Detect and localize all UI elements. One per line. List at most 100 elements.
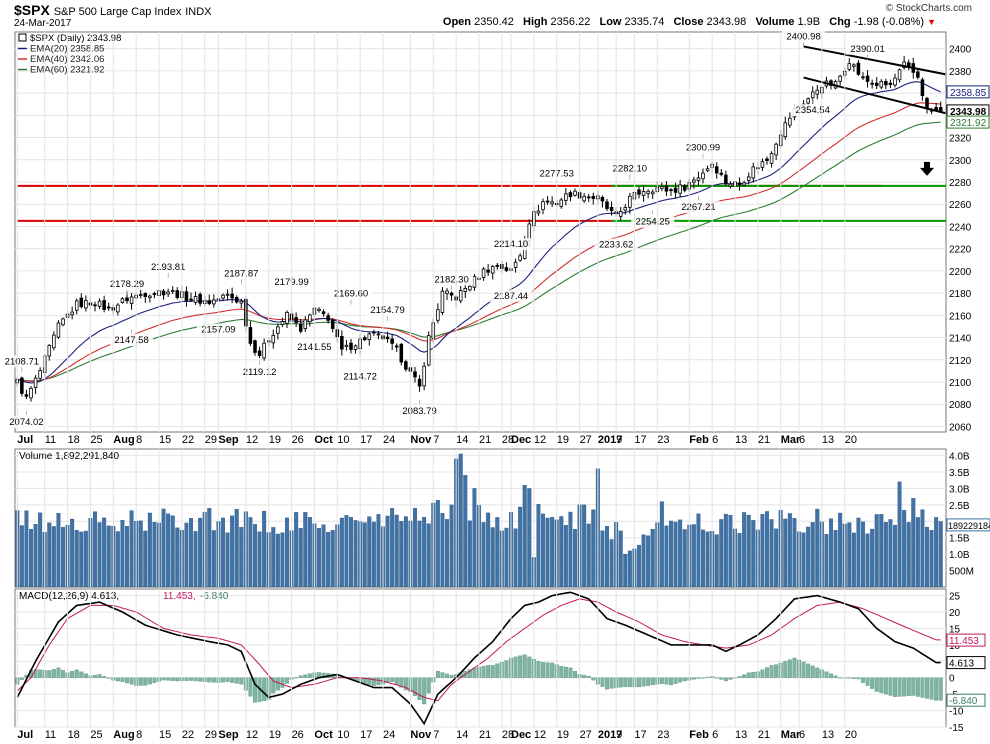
x-tick-label: 9 xyxy=(616,434,622,446)
volume-bar xyxy=(285,517,289,588)
volume-bar xyxy=(24,510,29,588)
histogram-bar xyxy=(61,670,65,678)
x-tick-label: 24 xyxy=(383,434,395,446)
price-label-bg xyxy=(676,201,721,214)
volume-bar xyxy=(746,514,751,588)
histogram-bar xyxy=(294,677,299,679)
price-label: 2282.10 xyxy=(613,164,647,175)
volume-bar xyxy=(669,520,673,588)
volume-bar xyxy=(125,526,129,588)
x-tick-label: 17 xyxy=(360,434,372,446)
histogram-bar xyxy=(682,677,687,682)
candle-body xyxy=(225,293,230,296)
histogram-bar xyxy=(120,677,125,682)
x-tick-label: 22 xyxy=(182,729,194,741)
volume-bar xyxy=(33,524,38,588)
histogram-bar xyxy=(248,677,253,697)
volume-bar xyxy=(883,522,888,588)
candle-body xyxy=(271,334,276,344)
volume-bar xyxy=(929,530,934,588)
close-value: 2343.98 xyxy=(706,16,747,28)
histogram-bar xyxy=(714,677,719,679)
volume-bar xyxy=(253,524,257,588)
y-tick-label: 20 xyxy=(949,608,961,619)
histogram-bar xyxy=(513,656,518,678)
volume-bar xyxy=(851,532,856,588)
volume-bar xyxy=(239,527,244,588)
histogram-bar xyxy=(701,677,705,679)
price-label: 2169.60 xyxy=(334,289,368,300)
candle-body xyxy=(29,387,33,399)
histogram-bar xyxy=(705,676,710,678)
candle-body xyxy=(349,342,353,350)
candle-body xyxy=(486,269,490,273)
histogram-bar xyxy=(298,675,303,678)
candle-body xyxy=(518,255,522,261)
volume-bar xyxy=(349,517,353,588)
candle-body xyxy=(673,187,678,193)
candle-body xyxy=(815,89,820,95)
volume-bar xyxy=(765,511,769,588)
y-tick-label: 1.5B xyxy=(949,534,970,545)
x-tick-label: 23 xyxy=(657,434,669,446)
legend-swatch xyxy=(18,33,27,42)
volume-bar xyxy=(870,528,875,588)
histogram-bar xyxy=(865,677,870,686)
histogram-bar xyxy=(70,671,75,678)
volume-bar xyxy=(673,521,678,588)
candle-body xyxy=(257,350,262,357)
histogram-bar xyxy=(152,677,157,683)
price-label: 2390.01 xyxy=(850,44,884,55)
volume-bar xyxy=(874,514,879,588)
histogram-bar xyxy=(403,677,408,691)
candle-body xyxy=(591,195,596,199)
x-tick-label: 20 xyxy=(845,434,857,446)
volume-bar xyxy=(449,504,454,588)
price-label-bg xyxy=(219,267,263,280)
histogram-bar xyxy=(568,667,573,678)
volume-bar xyxy=(445,519,449,588)
histogram-bar xyxy=(285,677,289,684)
volume-bar xyxy=(175,527,180,588)
volume-bar xyxy=(353,520,358,588)
histogram-bar xyxy=(623,677,628,688)
candle-body xyxy=(637,189,641,195)
volume-bar xyxy=(79,531,84,588)
x-tick-label: 17 xyxy=(634,729,646,741)
x-tick-label: Jul xyxy=(17,434,33,446)
volume-bar xyxy=(339,517,344,588)
volume-bar xyxy=(166,513,171,588)
candle-body xyxy=(298,323,303,332)
volume-bar xyxy=(317,528,321,588)
candle-body xyxy=(605,201,609,209)
x-tick-label: 9 xyxy=(616,729,622,741)
candle-body xyxy=(714,166,719,174)
histogram-bar xyxy=(806,663,811,678)
volume-bar xyxy=(248,517,253,588)
volume-bar xyxy=(120,519,125,588)
histogram-bar xyxy=(792,657,797,678)
candle-body xyxy=(751,166,756,179)
candle-body xyxy=(303,319,308,329)
y-tick-label: 2380 xyxy=(949,67,972,78)
volume-bar xyxy=(490,527,495,588)
volume-legend: Volume 1,892,291,840 xyxy=(19,451,120,462)
candle-body xyxy=(852,64,856,67)
histogram-bar xyxy=(925,677,929,699)
volume-bar xyxy=(303,512,308,588)
candle-body xyxy=(353,345,358,350)
histogram-bar xyxy=(591,677,596,681)
histogram-bar xyxy=(225,677,230,682)
x-tick-label: 18 xyxy=(68,434,80,446)
volume-bar xyxy=(609,539,614,588)
histogram-bar xyxy=(851,677,856,679)
close-label: Close xyxy=(673,16,704,28)
candle-body xyxy=(189,298,193,301)
histogram-bar xyxy=(467,669,472,678)
volume-bar xyxy=(225,532,230,588)
candle-body xyxy=(701,172,705,180)
candle-body xyxy=(198,293,202,304)
volume-bar xyxy=(646,535,651,588)
x-tick-label: 23 xyxy=(657,729,669,741)
volume-bar xyxy=(801,532,806,588)
